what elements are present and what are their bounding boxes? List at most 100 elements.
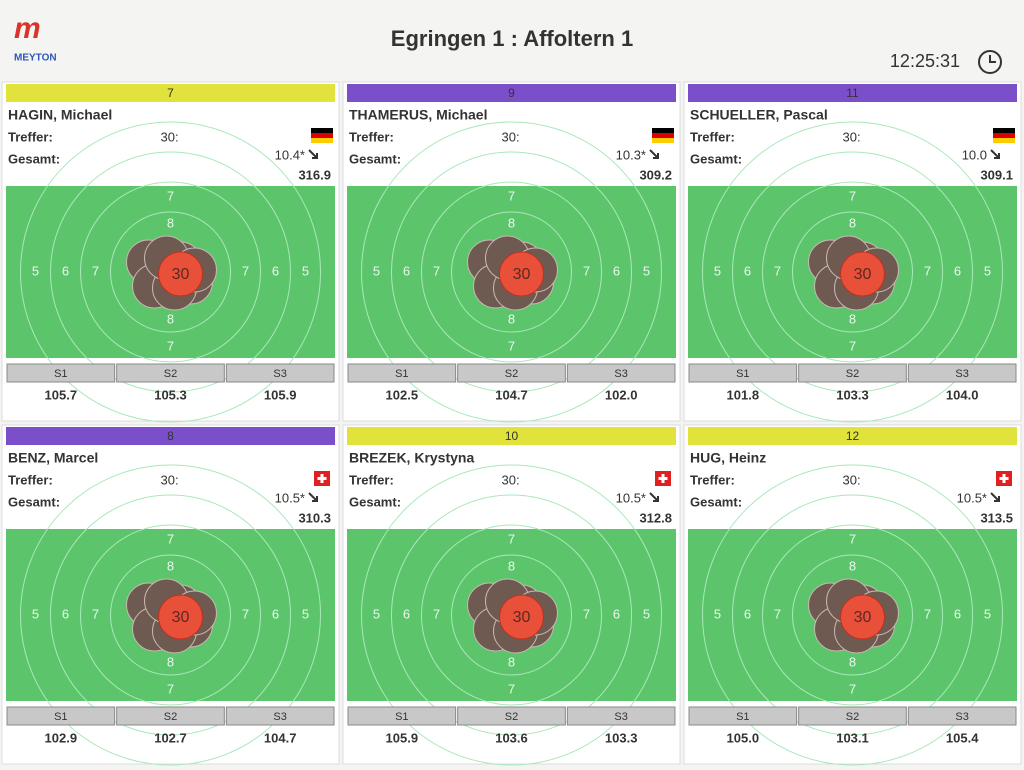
last-shot-hole	[840, 251, 885, 297]
shot-count: 30:	[843, 472, 861, 487]
ring-label: 7	[92, 606, 99, 621]
title: Egringen 1 : Affoltern 1	[391, 26, 633, 51]
last-shot-number: 30	[172, 266, 190, 283]
series-label: S2	[505, 711, 518, 723]
ring-label: 6	[62, 606, 69, 621]
ring-label: 7	[849, 338, 856, 353]
target-ring	[732, 494, 973, 736]
shot-count: 30:	[161, 129, 179, 144]
hits-label: Treffer:	[8, 472, 53, 487]
ring-label: 5	[643, 263, 650, 278]
ring-label: 8	[849, 215, 856, 230]
target-ring	[50, 494, 291, 736]
series-label: S2	[505, 368, 518, 380]
ring-label: 7	[433, 263, 440, 278]
target-ring	[391, 494, 632, 736]
ring-label: 7	[508, 681, 515, 696]
series-value: 102.9	[45, 730, 78, 745]
ring-label: 7	[433, 606, 440, 621]
ring-label: 7	[849, 188, 856, 203]
series-value: 104.0	[946, 387, 979, 402]
ring-label: 7	[242, 606, 249, 621]
ring-label: 6	[954, 606, 961, 621]
ring-label: 8	[167, 215, 174, 230]
series-header	[6, 363, 116, 383]
hits-label: Treffer:	[690, 129, 735, 144]
target-ring	[50, 151, 291, 393]
series-header	[225, 706, 335, 726]
ring-label: 7	[774, 606, 781, 621]
series-label: S1	[395, 368, 408, 380]
target-ring	[361, 464, 662, 766]
shot-count: 30:	[161, 472, 179, 487]
series-value: 105.4	[946, 730, 979, 745]
flag-cross	[999, 477, 1009, 480]
ring-label: 6	[62, 263, 69, 278]
ring-label: 7	[167, 188, 174, 203]
total-value: 310.3	[298, 510, 331, 525]
shooter-name: THAMERUS, Michael	[349, 107, 487, 123]
ring-label: 7	[508, 338, 515, 353]
target-ring	[762, 524, 943, 706]
ring-label: 8	[849, 654, 856, 669]
ring-label: 8	[167, 558, 174, 573]
hits-label: Treffer:	[349, 472, 394, 487]
series-header	[688, 363, 798, 383]
flag-stripe	[993, 128, 1015, 133]
ring-label: 5	[984, 263, 991, 278]
direction-arrow	[308, 149, 318, 159]
shooter-name: BENZ, Marcel	[8, 450, 98, 466]
lane-number: 10	[505, 429, 519, 443]
ring-label: 5	[373, 263, 380, 278]
series-value: 102.0	[605, 387, 638, 402]
series-value: 101.8	[727, 387, 760, 402]
ring-label: 8	[167, 654, 174, 669]
ring-label: 7	[849, 531, 856, 546]
clock-time: 12:25:31	[890, 51, 960, 71]
last-shot: 10.5*	[275, 490, 305, 505]
lane-number: 7	[167, 86, 174, 100]
target-ring	[702, 121, 1003, 423]
shot-count: 30:	[843, 129, 861, 144]
ring-label: 6	[272, 263, 279, 278]
target-ring	[421, 524, 602, 706]
ring-label: 7	[167, 681, 174, 696]
ring-label: 5	[643, 606, 650, 621]
lane-bar	[6, 427, 335, 445]
lane-bar	[347, 427, 676, 445]
ring-label: 5	[373, 606, 380, 621]
series-value: 102.5	[386, 387, 419, 402]
ring-label: 5	[714, 606, 721, 621]
series-header	[907, 363, 1017, 383]
direction-arrow	[649, 149, 659, 159]
clock-hands	[989, 55, 996, 63]
target-ring	[20, 464, 321, 766]
shooter-name: BREZEK, Krystyna	[349, 450, 474, 466]
ring-label: 8	[849, 311, 856, 326]
target-ring	[361, 121, 662, 423]
total-label: Gesamt:	[349, 151, 401, 166]
target-ring	[80, 524, 261, 706]
series-header	[457, 706, 566, 726]
series-label: S1	[54, 711, 67, 723]
series-header	[907, 706, 1017, 726]
total-value: 312.8	[639, 510, 672, 525]
logo-text: MEYTON	[14, 53, 57, 64]
last-shot-number: 30	[854, 609, 872, 626]
series-label: S3	[955, 368, 968, 380]
total-label: Gesamt:	[8, 494, 60, 509]
flag-stripe	[652, 128, 674, 133]
ring-label: 7	[167, 338, 174, 353]
series-value: 104.7	[264, 730, 297, 745]
ring-label: 5	[32, 263, 39, 278]
series-header	[566, 363, 676, 383]
series-label: S1	[736, 711, 749, 723]
series-value: 102.7	[154, 730, 187, 745]
series-label: S1	[736, 368, 749, 380]
total-value: 309.1	[980, 167, 1013, 182]
ring-label: 5	[302, 606, 309, 621]
series-header	[566, 706, 676, 726]
lane-number: 8	[167, 429, 174, 443]
series-header	[798, 706, 907, 726]
